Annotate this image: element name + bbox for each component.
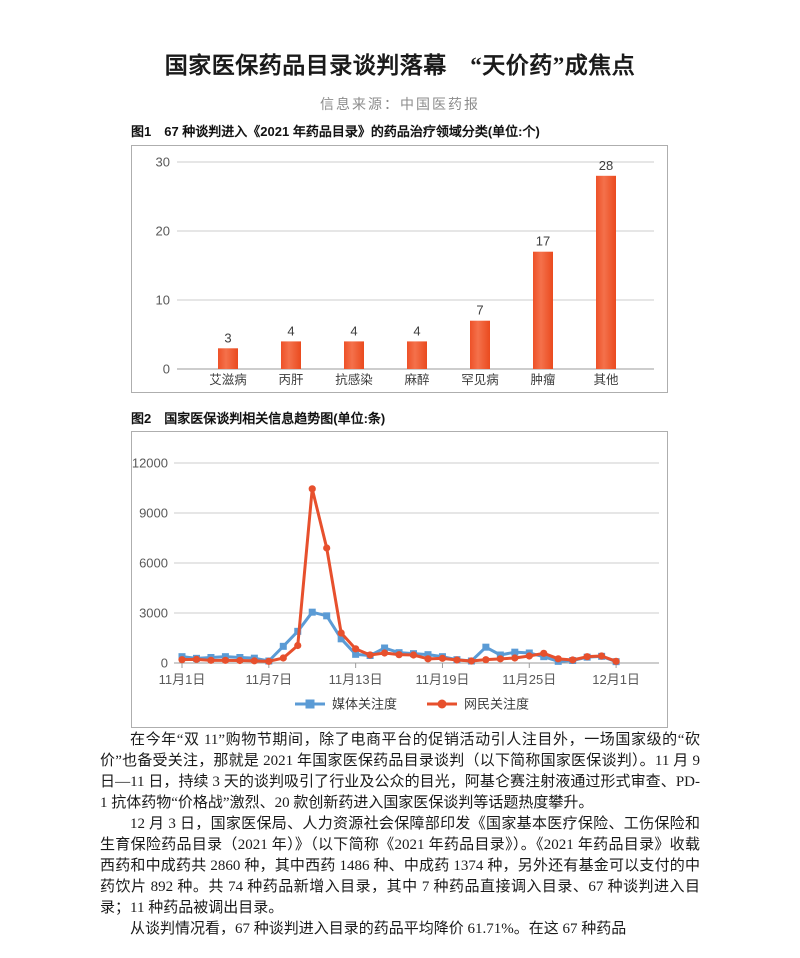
figure2-caption-text: 国家医保谈判相关信息趋势图(单位:条): [164, 411, 386, 426]
svg-text:28: 28: [599, 158, 613, 173]
svg-text:艾滋病: 艾滋病: [209, 372, 247, 387]
figure2-label: 图2: [131, 411, 152, 426]
svg-text:11月7日: 11月7日: [245, 672, 292, 687]
svg-text:9000: 9000: [139, 506, 168, 521]
page-title: 国家医保药品目录谈判落幕 “天价药”成焦点: [164, 53, 636, 78]
svg-text:麻醉: 麻醉: [404, 372, 429, 387]
svg-text:肿瘤: 肿瘤: [530, 372, 556, 387]
svg-text:20: 20: [156, 224, 170, 239]
svg-text:7: 7: [476, 303, 483, 318]
article-body: 在今年“双 11”购物节期间，除了电商平台的促销活动引人注目外，一场国家级的“砍…: [100, 730, 700, 940]
svg-text:4: 4: [287, 323, 294, 338]
svg-text:罕见病: 罕见病: [461, 372, 499, 387]
line-chart-panel: 0 3000 6000 9000 12000 11月1日 11月7日 11月13日 11月19日…: [131, 431, 668, 728]
svg-text:其他: 其他: [593, 373, 619, 387]
svg-text:11月13日: 11月13日: [329, 672, 383, 687]
figure1-caption-text: 67 种谈判进入《2021 年药品目录》的药品治疗领域分类(单位:个): [164, 124, 540, 139]
svg-text:12月1日: 12月1日: [592, 672, 640, 687]
figure1-label: 图1: [131, 124, 152, 139]
svg-text:11月19日: 11月19日: [415, 672, 469, 687]
figure2-caption: 图2 国家医保谈判相关信息趋势图(单位:条): [131, 411, 800, 426]
body-paragraph: 12 月 3 日，国家医保局、人力资源社会保障部印发《国家基本医疗保险、工伤保险…: [100, 816, 700, 916]
svg-text:4: 4: [413, 323, 420, 338]
svg-text:4: 4: [350, 323, 357, 338]
svg-text:11月25日: 11月25日: [502, 672, 556, 687]
svg-text:12000: 12000: [132, 456, 168, 471]
source-line: 信息来源：中国医药报: [320, 98, 480, 113]
svg-text:17: 17: [536, 234, 550, 249]
svg-text:11月1日: 11月1日: [159, 672, 206, 687]
body-paragraph: 从谈判情况看，67 种谈判进入目录的药品平均降价 61.71%。在这 67 种药…: [130, 921, 627, 937]
body-paragraph: 在今年“双 11”购物节期间，除了电商平台的促销活动引人注目外，一场国家级的“砍…: [100, 732, 700, 811]
svg-text:3000: 3000: [139, 606, 168, 621]
svg-text:0: 0: [161, 656, 168, 671]
svg-text:30: 30: [156, 155, 170, 170]
bar-chart-svg: 0 10 20 30 3 艾滋病 4 丙肝 4 抗感染 4 麻醉 7 罕见病 17 肿瘤 28 其他: [156, 155, 654, 387]
svg-text:3: 3: [224, 330, 231, 345]
svg-text:抗感染: 抗感染: [335, 372, 373, 387]
svg-text:6000: 6000: [139, 556, 168, 571]
figure1-caption: 图1 67 种谈判进入《2021 年药品目录》的药品治疗领域分类(单位:个): [131, 124, 800, 139]
svg-text:媒体关注度: 媒体关注度: [332, 697, 397, 712]
svg-text:网民关注度: 网民关注度: [464, 697, 529, 712]
line-chart-svg: 0 3000 6000 9000 12000 11月1日 11月7日 11月13日 11月19日…: [132, 456, 659, 712]
svg-text:10: 10: [156, 293, 170, 308]
bar-chart-panel: 0 10 20 30 3 艾滋病 4 丙肝 4 抗感染 4 麻醉 7 罕见病 17 肿瘤 28 其他: [131, 145, 668, 393]
svg-text:0: 0: [163, 362, 170, 377]
svg-text:丙肝: 丙肝: [278, 373, 304, 387]
